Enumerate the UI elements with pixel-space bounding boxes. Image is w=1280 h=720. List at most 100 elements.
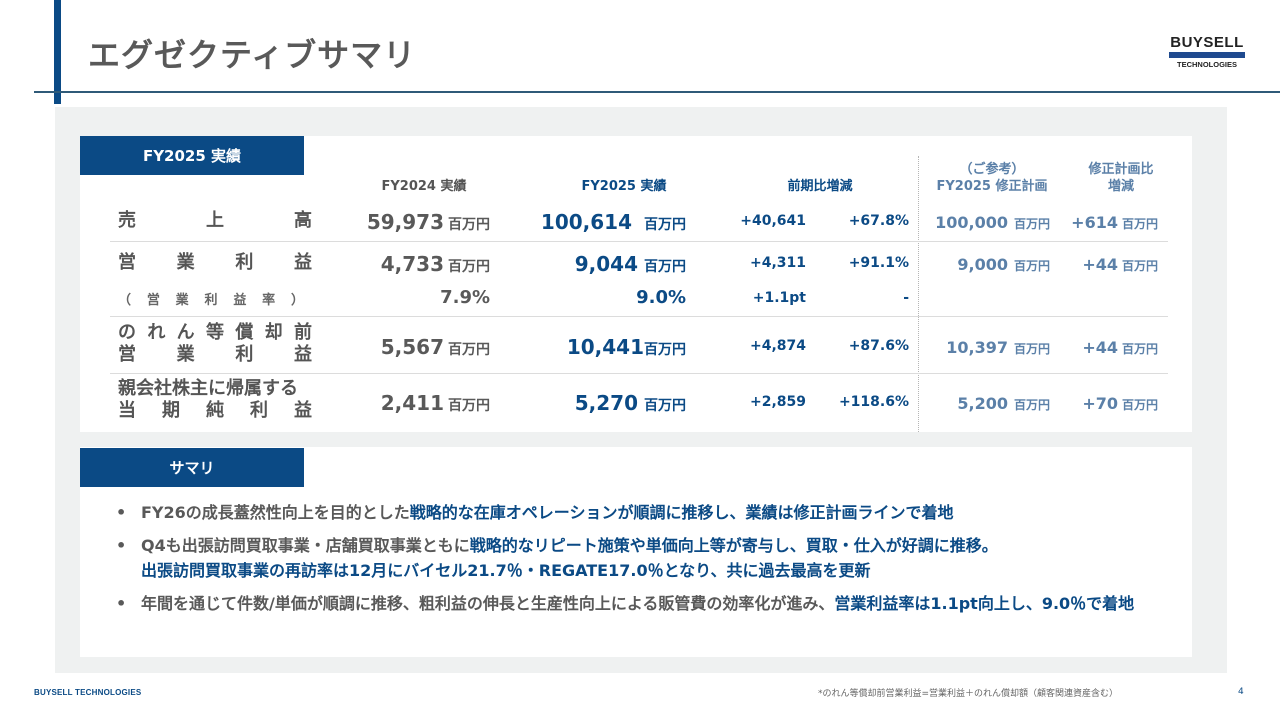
label-char: 等 bbox=[205, 322, 224, 343]
col-head-plan-line2: FY2025 修正計画 bbox=[936, 179, 1048, 194]
row-label-op-profit-pre-goodwill: の れ ん 等 償 却 前 営 業 利 益 bbox=[118, 322, 312, 366]
pre-goodwill-fy2025: 10,441百万円 bbox=[520, 335, 686, 359]
unit: 百万円 bbox=[1121, 217, 1158, 231]
label-char: 利 bbox=[204, 293, 218, 308]
label-char: 純 bbox=[206, 400, 224, 421]
page-title: エグゼクティブサマリ bbox=[88, 36, 417, 74]
label-char: 高 bbox=[294, 210, 312, 231]
col-head-yoy: 前期比増減 bbox=[787, 179, 853, 194]
op-profit-plan: 9,000 百万円 bbox=[920, 255, 1050, 274]
value: 2,411 bbox=[380, 391, 444, 415]
value: 9,000 bbox=[957, 255, 1008, 274]
bullet-highlight: 出張訪問買取事業の再訪率は12月にバイセル21.7％・REGATE17.0％とな… bbox=[141, 561, 871, 580]
label-char: 上 bbox=[206, 210, 224, 231]
title-accent-bar bbox=[54, 0, 61, 104]
pre-goodwill-plan: 10,397 百万円 bbox=[920, 338, 1050, 357]
label-line: 売 上 高 bbox=[118, 210, 312, 232]
op-profit-yoy-abs: +4,311 bbox=[749, 255, 806, 271]
label-line: （ 営 業 利 益 率 ） bbox=[118, 290, 304, 312]
summary-bullet: Q4も出張訪問買取事業・店舗買取事業ともに戦略的なリピート施策や単価向上等が寄与… bbox=[116, 533, 1176, 583]
unit: 百万円 bbox=[448, 259, 490, 275]
value: 10,397 bbox=[946, 338, 1008, 357]
net-income-fy2024: 2,411 百万円 bbox=[336, 391, 490, 415]
unit: 百万円 bbox=[1013, 342, 1050, 356]
unit: 百万円 bbox=[1121, 398, 1158, 412]
row-divider bbox=[110, 373, 1168, 374]
results-section-tag: FY2025 実績 bbox=[80, 136, 304, 175]
col-head-vs-plan-line2: 増減 bbox=[1107, 179, 1134, 194]
label-line: 親会社株主に帰属する bbox=[118, 378, 312, 400]
col-head-fy2025: FY2025 実績 bbox=[581, 179, 667, 194]
bullet-text: FY26の成長蓋然性向上を目的とした bbox=[141, 503, 410, 522]
footer-note: *のれん等償却前営業利益=営業利益＋のれん償却額（顧客関連資産含む） bbox=[818, 689, 1119, 699]
results-card: FY2025 実績 FY2024 実績 FY2025 実績 前期比増減 （ご参考… bbox=[80, 136, 1192, 432]
logo-text-technologies: TECHNOLOGIES bbox=[1176, 60, 1237, 69]
label-char: 営 bbox=[118, 252, 136, 273]
unit: 百万円 bbox=[644, 217, 686, 233]
col-head-plan: （ご参考） FY2025 修正計画 bbox=[922, 161, 1062, 195]
row-label-sales: 売 上 高 bbox=[118, 210, 312, 232]
summary-section-tag: サマリ bbox=[80, 448, 304, 487]
summary-bullet: FY26の成長蓋然性向上を目的とした戦略的な在庫オペレーションが順調に推移し、業… bbox=[116, 500, 1176, 525]
sales-vs-plan: +614 百万円 bbox=[1060, 213, 1158, 232]
label-char: 当 bbox=[118, 400, 136, 421]
label-char: 前 bbox=[293, 322, 312, 343]
unit: 百万円 bbox=[1121, 342, 1158, 356]
label-char: 益 bbox=[293, 344, 312, 365]
op-margin-yoy-abs: +1.1pt bbox=[752, 290, 806, 306]
unit: 百万円 bbox=[1013, 398, 1050, 412]
row-divider bbox=[110, 316, 1168, 317]
label-char: 利 bbox=[235, 252, 254, 273]
op-profit-fy2025: 9,044 百万円 bbox=[520, 252, 686, 276]
value: 4,733 bbox=[380, 252, 444, 276]
net-income-fy2025: 5,270 百万円 bbox=[520, 391, 686, 415]
label-line: 営 業 利 益 bbox=[118, 252, 312, 274]
sales-plan: 100,000 百万円 bbox=[920, 213, 1050, 232]
value: +44 bbox=[1082, 338, 1118, 357]
sales-yoy-pct: +67.8% bbox=[848, 213, 909, 229]
label-char: 償 bbox=[235, 322, 254, 343]
logo-bar bbox=[1169, 52, 1245, 58]
value: 100,614 bbox=[540, 210, 632, 234]
net-income-yoy-pct: +118.6% bbox=[838, 394, 909, 410]
label-char: 売 bbox=[118, 210, 136, 231]
label-char: の bbox=[118, 322, 136, 343]
label-char: 率 bbox=[262, 293, 276, 308]
value: 5,200 bbox=[957, 394, 1008, 413]
value: 5,567 bbox=[380, 335, 444, 359]
col-head-vs-plan: 修正計画比 増減 bbox=[1066, 161, 1176, 195]
value: +44 bbox=[1082, 255, 1118, 274]
sales-fy2025: 100,614 百万円 bbox=[520, 210, 686, 234]
label-char: 業 bbox=[175, 293, 189, 308]
summary-card: サマリ FY26の成長蓋然性向上を目的とした戦略的な在庫オペレーションが順調に推… bbox=[80, 447, 1192, 657]
op-margin-fy2024: 7.9% bbox=[440, 287, 490, 308]
label-char: 益 bbox=[233, 293, 247, 308]
label-char: 業 bbox=[176, 252, 195, 273]
unit: 百万円 bbox=[1013, 217, 1050, 231]
bullet-highlight: 営業利益率は1.1pt向上し、9.0％で着地 bbox=[834, 594, 1135, 613]
pre-goodwill-vs-plan: +44 百万円 bbox=[1060, 338, 1158, 357]
unit: 百万円 bbox=[448, 342, 490, 358]
unit: 百万円 bbox=[644, 342, 686, 358]
net-income-plan: 5,200 百万円 bbox=[920, 394, 1050, 413]
label-char: ん bbox=[176, 322, 195, 343]
label-char: 益 bbox=[293, 252, 312, 273]
row-label-operating-profit: 営 業 利 益 bbox=[118, 252, 312, 274]
label-char: 却 bbox=[264, 322, 283, 343]
row-divider bbox=[110, 241, 1168, 242]
sales-fy2024: 59,973 百万円 bbox=[336, 210, 490, 234]
bullet-highlight: 戦略的なリピート施策や単価向上等が寄与し、買取・仕入が好調に推移。 bbox=[469, 536, 998, 555]
plan-divider bbox=[918, 156, 919, 432]
label-line: 営 業 利 益 bbox=[118, 344, 312, 366]
value: 100,000 bbox=[935, 213, 1008, 232]
label-char: 営 bbox=[146, 293, 160, 308]
pre-goodwill-fy2024: 5,567 百万円 bbox=[336, 335, 490, 359]
logo-text-buysell: BUYSELL bbox=[1170, 34, 1244, 51]
unit: 百万円 bbox=[1121, 259, 1158, 273]
unit: 百万円 bbox=[644, 259, 686, 275]
label-line: の れ ん 等 償 却 前 bbox=[118, 322, 312, 344]
value: 59,973 bbox=[366, 210, 444, 234]
label-char: （ bbox=[118, 293, 132, 308]
op-profit-fy2024: 4,733 百万円 bbox=[336, 252, 490, 276]
net-income-yoy-abs: +2,859 bbox=[749, 394, 806, 410]
